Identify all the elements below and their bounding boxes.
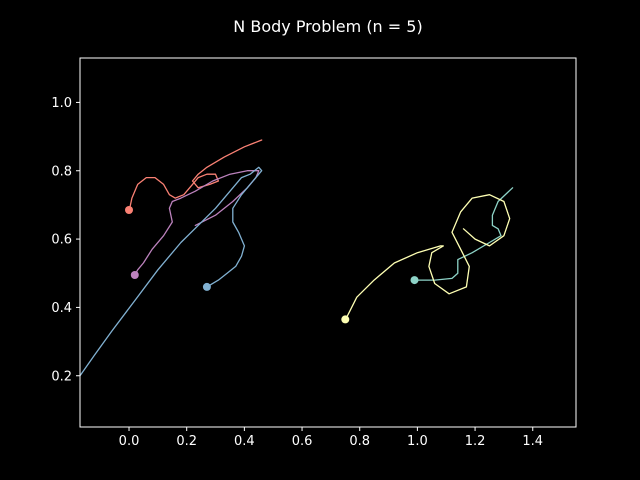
x-tick-label: 0.6 [292,434,313,449]
body-4-trail [413,187,514,281]
trails-layer [80,139,514,377]
x-tick-label: 0.0 [119,434,140,449]
body-3-trail [80,166,263,377]
y-tick-label: 1.0 [51,96,72,111]
body-5-trail [344,194,511,321]
x-axis: 0.0 0.2 0.4 0.6 0.8 1.0 1.2 1.4 [119,427,543,449]
body-3-marker [202,282,211,291]
x-tick-label: 0.2 [176,434,197,449]
y-axis: 0.2 0.4 0.6 0.8 1.0 [51,96,80,384]
y-tick-label: 0.6 [51,233,72,248]
x-tick-label: 1.2 [465,434,486,449]
y-tick-label: 0.4 [51,301,72,316]
body-1-marker [125,206,133,214]
x-tick-label: 0.4 [234,434,255,449]
y-tick-label: 0.2 [51,369,72,384]
chart-title: N Body Problem (n = 5) [233,17,422,36]
body-1-trail [128,139,263,213]
body-2-marker [130,271,139,279]
plot-frame [79,57,577,428]
y-tick-label: 0.8 [51,164,72,179]
x-tick-label: 1.4 [522,434,543,449]
body-5-marker [341,315,350,324]
body-4-marker [410,276,419,285]
x-tick-label: 1.0 [407,434,428,449]
bodies-layer [125,206,419,324]
x-tick-label: 0.8 [349,434,370,449]
